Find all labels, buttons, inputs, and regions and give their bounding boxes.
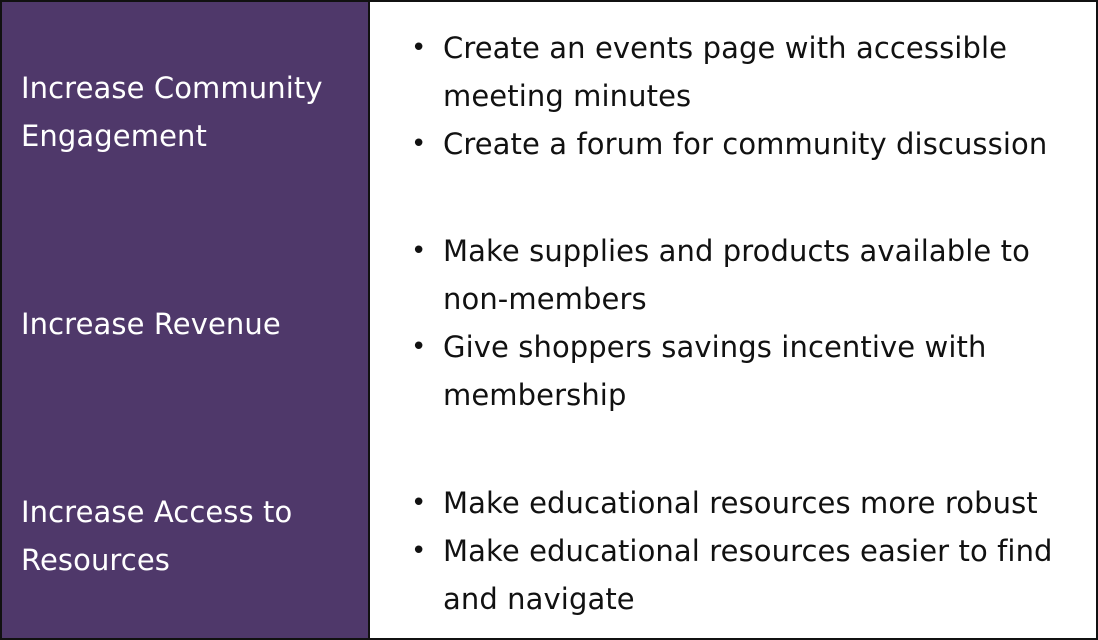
bullet-icon: • (411, 332, 427, 362)
goal-line: Increase Revenue (21, 307, 281, 341)
action-line: Make supplies and products available to (443, 234, 1030, 268)
action-line: Make educational resources easier to fin… (443, 534, 1053, 568)
action-item: • Make educational resources more robust (370, 479, 1053, 527)
goal-line: Increase Community (21, 71, 323, 105)
action-line: Make educational resources more robust (443, 486, 1038, 520)
goal-line: Engagement (21, 119, 207, 153)
column-divider (368, 2, 370, 638)
action-line: meeting minutes (443, 79, 692, 113)
bullet-icon: • (411, 536, 427, 566)
bullet-icon: • (411, 236, 427, 266)
goal-line: Resources (21, 543, 171, 577)
goals-column: Increase Community Engagement Increase R… (2, 2, 368, 638)
action-line: and navigate (443, 582, 635, 616)
bullet-icon: • (411, 488, 427, 518)
action-item: • Create an events page with accessible … (370, 24, 1047, 120)
action-item: • Make educational resources easier to f… (370, 527, 1053, 623)
action-item: • Give shoppers savings incentive with m… (370, 323, 1030, 419)
action-line: Create a forum for community discussion (443, 127, 1048, 161)
action-item: • Create a forum for community discussio… (370, 120, 1047, 168)
action-line: Create an events page with accessible (443, 31, 1008, 65)
action-item: • Make supplies and products available t… (370, 227, 1030, 323)
bullet-icon: • (411, 33, 427, 63)
actions-column: • Create an events page with accessible … (370, 2, 1096, 638)
action-list-access-to-resources: • Make educational resources more robust… (370, 479, 1053, 623)
goal-label-revenue: Increase Revenue (21, 300, 361, 348)
action-line: non-members (443, 282, 647, 316)
action-list-revenue: • Make supplies and products available t… (370, 227, 1030, 419)
bullet-icon: • (411, 129, 427, 159)
goal-label-access-to-resources: Increase Access to Resources (21, 488, 361, 584)
action-line: Give shoppers savings incentive with (443, 330, 987, 364)
goal-label-community-engagement: Increase Community Engagement (21, 64, 361, 160)
goal-line: Increase Access to (21, 495, 293, 529)
action-line: membership (443, 378, 627, 412)
action-list-community-engagement: • Create an events page with accessible … (370, 24, 1047, 168)
